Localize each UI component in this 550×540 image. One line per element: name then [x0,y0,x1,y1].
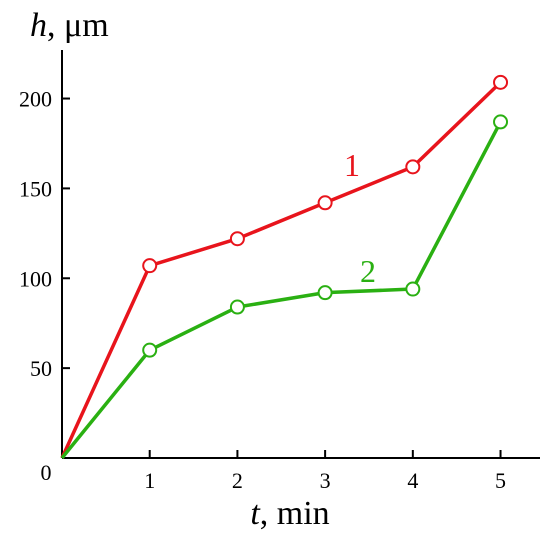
data-point [405,159,421,175]
y-tick-label: 100 [19,266,52,291]
x-tick-label: 2 [232,468,243,493]
data-point [317,195,333,211]
y-axis-unit: , μm [47,7,109,44]
data-point [317,285,333,301]
x-axis-unit: , min [260,495,330,532]
y-axis-title: h, μm [30,7,109,44]
data-point [229,299,245,315]
data-point [229,231,245,247]
y-ticks: 50 100 150 200 [19,87,70,381]
x-ticks: 1 2 3 4 5 [144,450,506,493]
x-axis-variable: t [250,495,261,532]
y-tick-label: 200 [19,87,52,112]
y-tick-label: 150 [19,176,52,201]
series-label: 2 [360,253,376,289]
y-tick-label: 50 [30,356,52,381]
series-label: 1 [344,147,360,183]
data-point [493,74,509,90]
series-line [60,121,503,460]
origin-label: 0 [41,460,52,485]
x-tick-label: 1 [144,468,155,493]
x-axis-title: t, min [250,495,329,532]
data-point [142,258,158,274]
x-tick-label: 3 [320,468,331,493]
x-tick-label: 4 [407,468,418,493]
y-axis-variable: h [30,7,47,44]
series-line [60,81,502,459]
series-layer: 12 [60,74,509,460]
data-point [493,114,509,130]
series-2: 2 [60,114,509,460]
data-point [405,281,421,297]
data-point [142,342,158,358]
series-1: 1 [60,74,509,459]
x-tick-label: 5 [495,468,506,493]
